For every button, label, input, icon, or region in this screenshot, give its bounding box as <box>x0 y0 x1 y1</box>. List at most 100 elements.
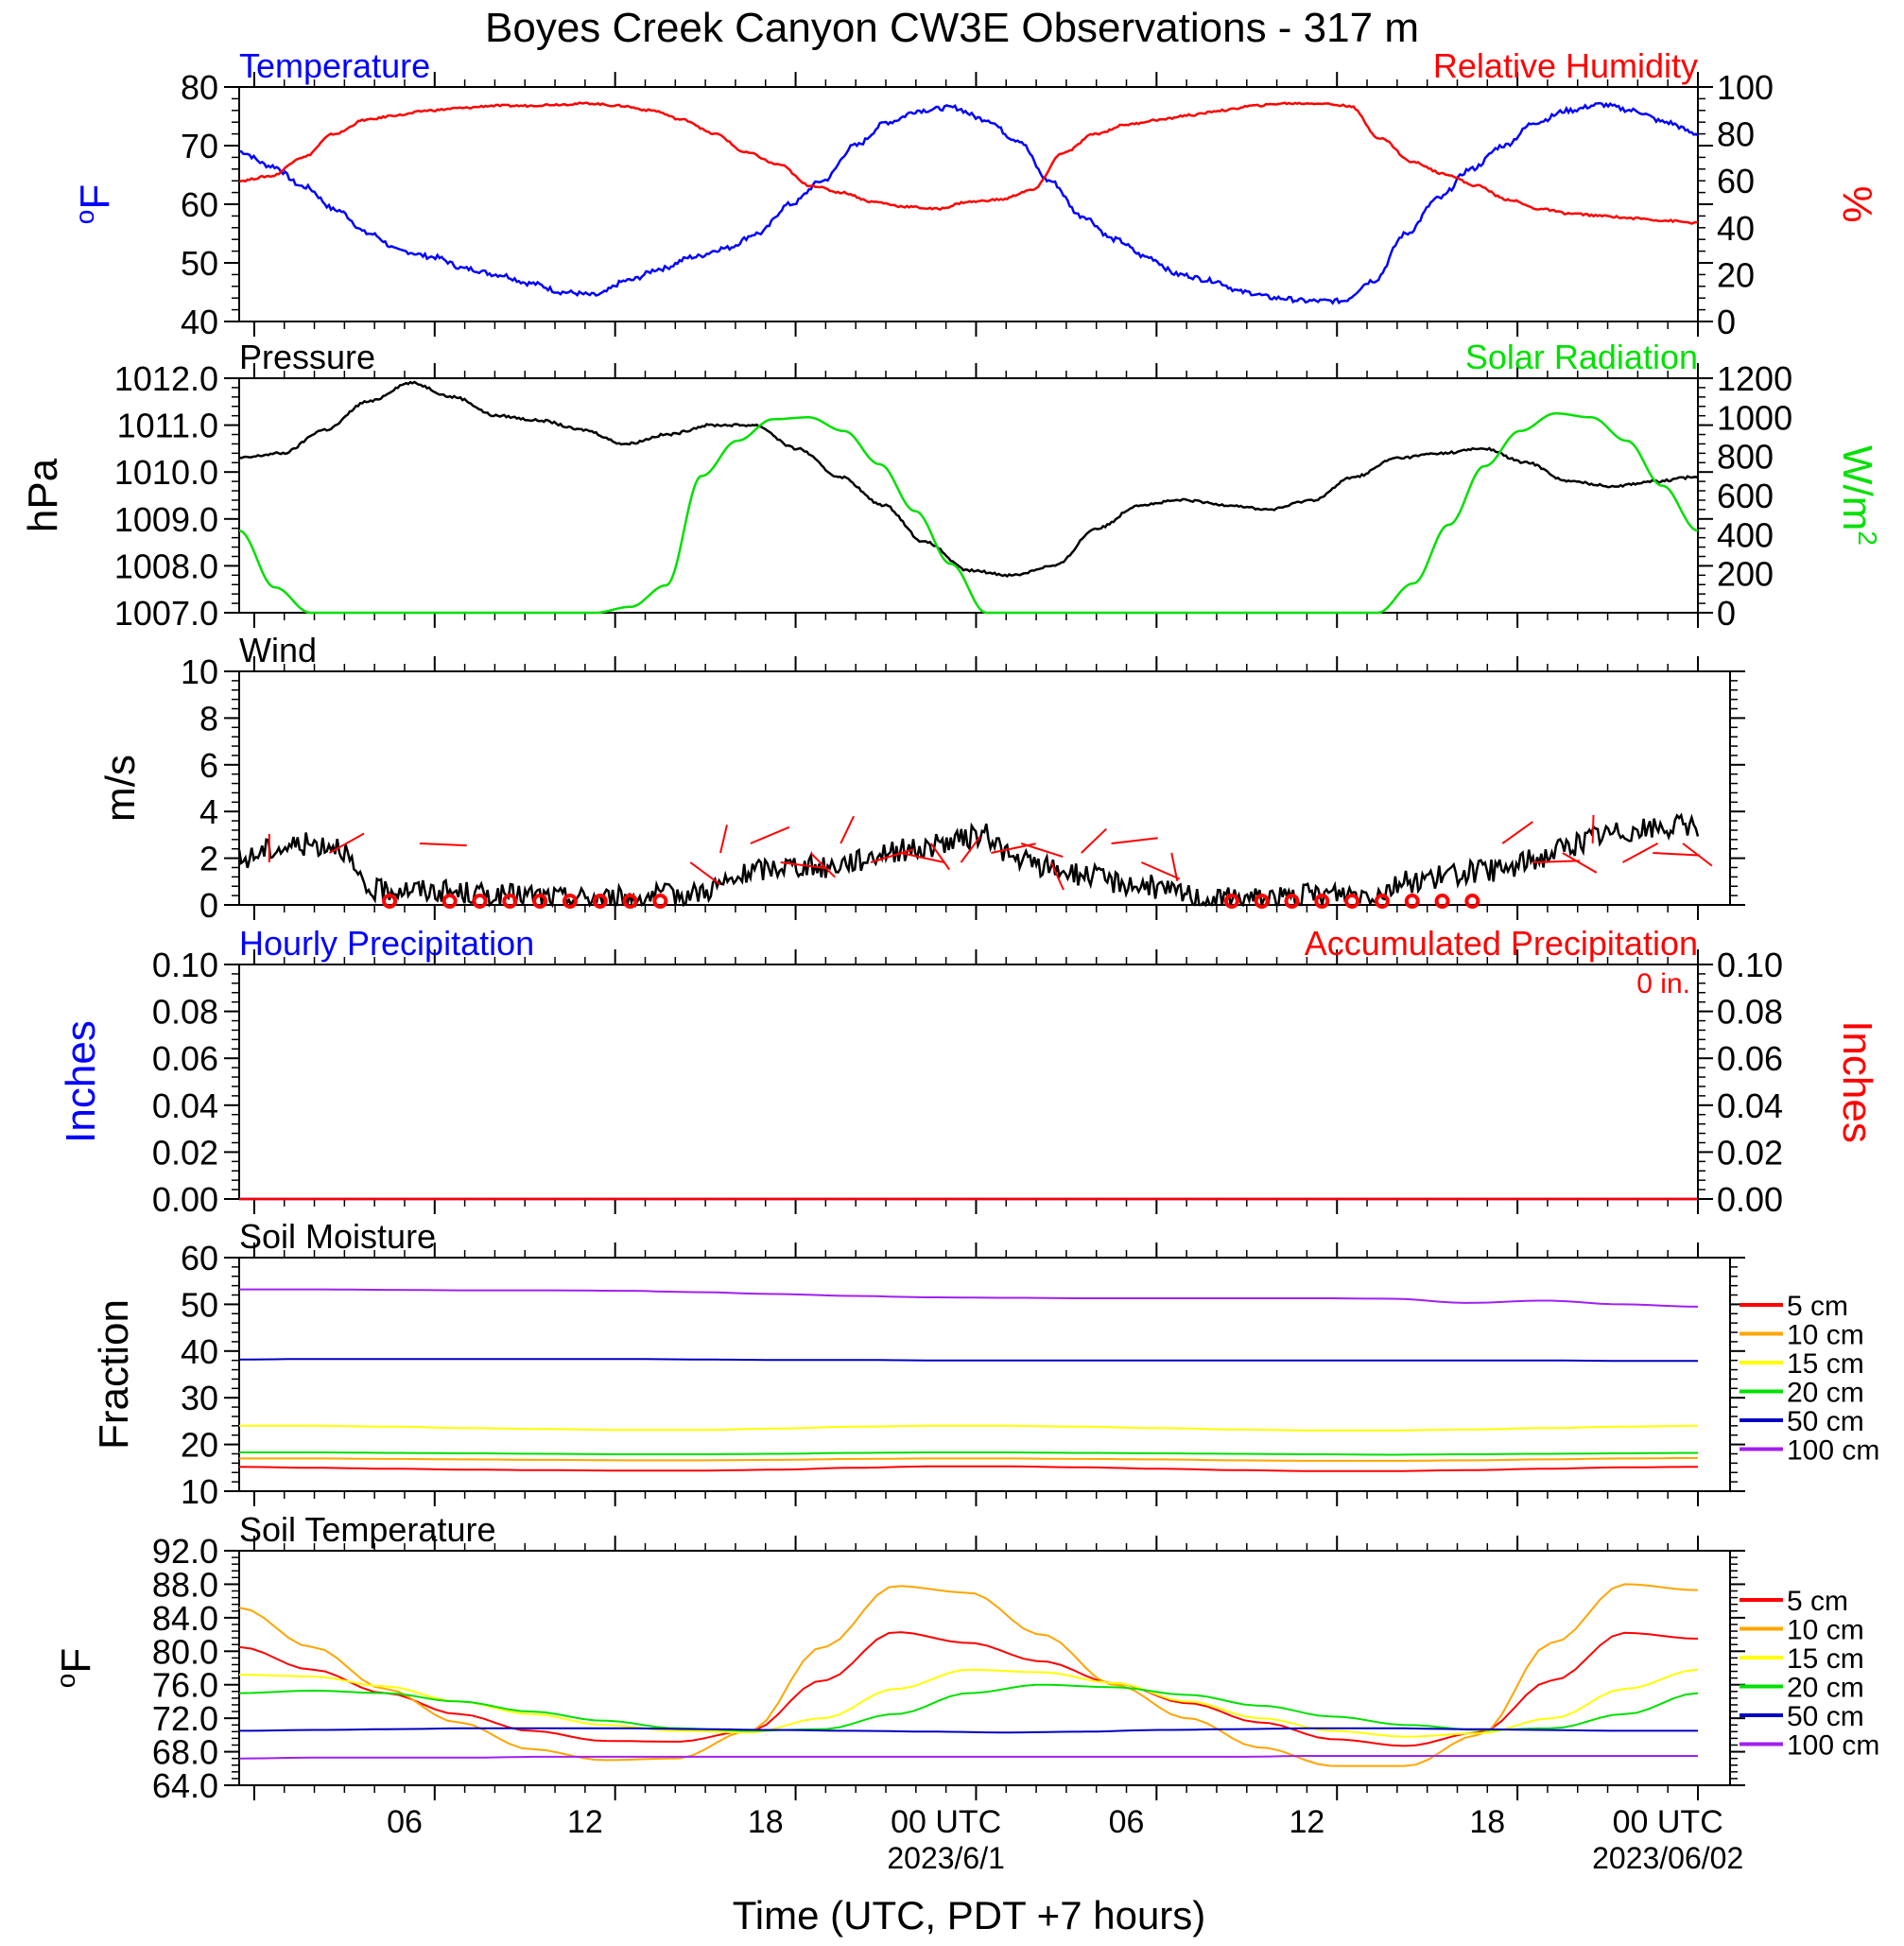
series-line-pressure <box>238 380 1699 578</box>
y-tick-label-right: 0 <box>1717 303 1736 341</box>
series-line-15-cm <box>239 1424 1699 1432</box>
series-line-wind <box>237 812 1700 909</box>
series-line-20-cm <box>239 1451 1698 1456</box>
wind-barb <box>328 832 365 854</box>
series-line-20-cm <box>238 1683 1699 1732</box>
panel-1: 40 50 60 70 80 0 20 40 60 80 100 Temperature Relativ… <box>70 46 1880 341</box>
y-tick-label-left: 50 <box>181 244 218 283</box>
wind-barb <box>929 843 951 871</box>
panel-title-right: Accumulated Precipitation <box>1305 924 1698 963</box>
y-tick-label-right: 0.04 <box>1717 1086 1783 1125</box>
plot-frame <box>238 377 1699 614</box>
x-tick-label: 06 <box>1109 1804 1145 1840</box>
y-axis-label-right: W/m2 <box>1834 445 1882 546</box>
calm-wind-marker <box>1404 894 1420 909</box>
chart-title: Boyes Creek Canyon CW3E Observations - 3… <box>485 5 1419 51</box>
series-line-10-cm <box>238 1583 1699 1767</box>
y-tick-label-left: 0.06 <box>152 1039 218 1078</box>
series-line-50-cm <box>239 1358 1698 1363</box>
y-tick-label-left: 1007.0 <box>114 594 218 633</box>
wind-barb <box>960 835 981 863</box>
panel-title-right: Solar Radiation <box>1465 338 1698 376</box>
legend-label: 10 cm <box>1787 1320 1864 1351</box>
y-tick-label-left: 72.0 <box>152 1699 218 1738</box>
legend-label: 20 cm <box>1787 1378 1864 1409</box>
y-tick-label-left: 92.0 <box>152 1532 218 1571</box>
accumulated-annotation: 0 in. <box>1636 968 1690 999</box>
series-line-5-cm <box>238 1631 1699 1747</box>
series-line-relative-humidity <box>238 101 1699 225</box>
y-tick-label-left: 60 <box>181 185 218 224</box>
panel-6: 64.068.072.076.080.084.088.092.0 Soil Tem… <box>51 1510 1879 1805</box>
plot-frame <box>238 670 1731 906</box>
y-axis-label-left: oF <box>70 184 118 224</box>
x-tick-label: 00 UTC <box>891 1804 1001 1840</box>
panel-title-left: Wind <box>239 631 317 669</box>
wind-barb <box>900 852 946 864</box>
calm-wind-marker <box>382 894 398 909</box>
legend-label: 15 cm <box>1787 1643 1864 1675</box>
legend-label: 5 cm <box>1787 1291 1848 1322</box>
y-tick-label-right: 800 <box>1717 438 1774 477</box>
y-axis-label-left: m/s <box>97 755 144 822</box>
wind-barb <box>1170 852 1179 881</box>
y-axis-label-left: Fraction <box>91 1299 137 1450</box>
wind-barb <box>780 861 827 870</box>
calm-wind-marker <box>532 894 548 909</box>
y-tick-label-left: 2 <box>199 840 218 878</box>
y-tick-label-left: 1011.0 <box>117 407 218 445</box>
wind-barb <box>809 852 836 878</box>
y-tick-label-left: 60 <box>181 1239 218 1277</box>
series-line-50-cm <box>239 1727 1698 1734</box>
wind-barb <box>1562 852 1598 874</box>
wind-barb <box>750 825 790 844</box>
calm-wind-marker <box>622 894 638 909</box>
panel-3: 0 2 4 6 8 10 Wind m/s <box>97 631 1745 925</box>
y-tick-label-right: 20 <box>1717 255 1755 294</box>
y-tick-label-right: 0.06 <box>1717 1039 1783 1078</box>
y-tick-label-right: 80 <box>1717 115 1755 154</box>
y-tick-label-left: 50 <box>181 1285 218 1324</box>
calm-wind-marker <box>1374 894 1390 909</box>
y-tick-label-right: 0.08 <box>1717 993 1783 1032</box>
series-line-100-cm <box>238 1755 1698 1760</box>
legend-label: 15 cm <box>1787 1348 1864 1380</box>
y-axis-label-right: Inches <box>1834 1020 1880 1143</box>
legend-label: 50 cm <box>1787 1701 1864 1732</box>
calm-wind-marker <box>1464 894 1480 909</box>
legend-label: 100 cm <box>1787 1730 1879 1762</box>
date-label: 2023/06/02 <box>1592 1841 1743 1875</box>
y-tick-label-left: 40 <box>181 1332 218 1371</box>
y-tick-label-left: 0.10 <box>152 946 218 984</box>
y-tick-label-left: 0.02 <box>152 1133 218 1172</box>
plot-frame <box>238 1550 1731 1786</box>
panel-title-right: Relative Humidity <box>1433 46 1698 85</box>
x-tick-label: 06 <box>387 1804 423 1840</box>
calm-wind-marker <box>562 894 578 909</box>
calm-wind-marker <box>1254 894 1270 909</box>
y-tick-label-right: 1200 <box>1717 359 1792 398</box>
wind-barb <box>1081 827 1107 854</box>
wind-barb <box>1591 814 1595 844</box>
y-tick-label-right: 0 <box>1717 594 1736 633</box>
calm-wind-marker <box>592 894 608 909</box>
y-tick-label-right: 0.02 <box>1717 1133 1783 1172</box>
y-tick-label-right: 60 <box>1717 162 1755 200</box>
y-tick-label-left: 1012.0 <box>114 359 218 398</box>
legend-label: 10 cm <box>1787 1615 1864 1646</box>
series-line-solar-radiation <box>238 411 1699 615</box>
calm-wind-marker <box>502 894 518 909</box>
calm-wind-marker <box>1223 894 1239 909</box>
x-tick-label: 12 <box>567 1804 603 1840</box>
calm-wind-marker <box>472 894 488 909</box>
y-tick-label-left: 0 <box>199 886 218 925</box>
wind-barb <box>1501 821 1533 844</box>
y-tick-label-right: 600 <box>1717 477 1774 515</box>
y-axis-label-right: % <box>1834 185 1880 222</box>
y-tick-label-left: 6 <box>199 746 218 785</box>
y-tick-label-left: 70 <box>181 127 218 165</box>
wind-barb <box>1020 843 1064 859</box>
y-tick-label-right: 0.00 <box>1717 1180 1783 1219</box>
panel-title-left: Soil Moisture <box>239 1217 436 1256</box>
